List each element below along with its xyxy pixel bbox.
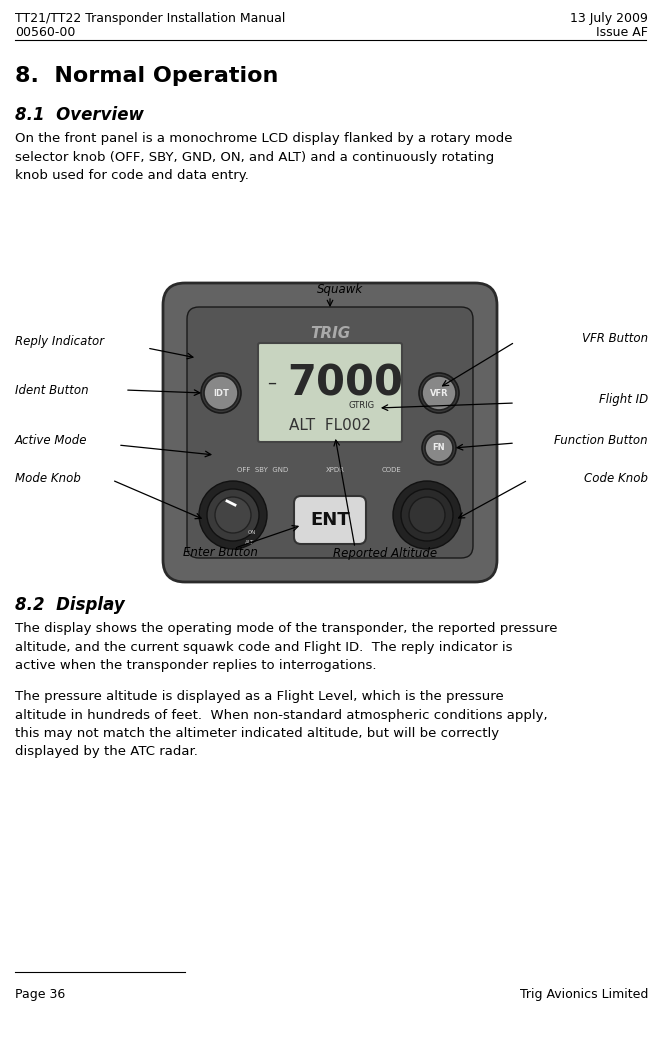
Text: Ident Button: Ident Button [15, 384, 89, 396]
Text: Flight ID: Flight ID [599, 394, 648, 407]
Text: Function Button: Function Button [555, 434, 648, 446]
Circle shape [199, 481, 267, 549]
Text: CODE: CODE [382, 467, 402, 473]
Text: ON: ON [248, 531, 256, 535]
Text: FN: FN [433, 443, 446, 452]
Circle shape [201, 373, 241, 413]
Text: The pressure altitude is displayed as a Flight Level, which is the pressure
alti: The pressure altitude is displayed as a … [15, 690, 547, 759]
Circle shape [204, 376, 238, 410]
FancyBboxPatch shape [187, 307, 473, 558]
Circle shape [422, 431, 456, 465]
Text: Trig Avionics Limited: Trig Avionics Limited [520, 988, 648, 1001]
Text: GTRIG: GTRIG [349, 400, 375, 410]
Text: XPDR: XPDR [326, 467, 344, 473]
Text: TRIG: TRIG [310, 325, 350, 341]
Text: 8.2  Display: 8.2 Display [15, 596, 125, 614]
Text: Mode Knob: Mode Knob [15, 471, 81, 485]
Circle shape [401, 489, 453, 541]
Text: ALT  FL002: ALT FL002 [289, 418, 371, 433]
Text: TT21/TT22 Transponder Installation Manual: TT21/TT22 Transponder Installation Manua… [15, 11, 286, 25]
Text: VFR Button: VFR Button [582, 331, 648, 345]
Text: Enter Button: Enter Button [182, 547, 257, 559]
Text: 13 July 2009: 13 July 2009 [570, 11, 648, 25]
Circle shape [393, 481, 461, 549]
Text: On the front panel is a monochrome LCD display flanked by a rotary mode
selector: On the front panel is a monochrome LCD d… [15, 132, 512, 182]
Text: Page 36: Page 36 [15, 988, 65, 1001]
Text: Reported Altitude: Reported Altitude [333, 547, 437, 559]
Text: Squawk: Squawk [317, 283, 363, 297]
FancyBboxPatch shape [258, 343, 402, 442]
Text: –: – [268, 374, 276, 392]
Text: 7000: 7000 [287, 362, 403, 404]
Circle shape [419, 373, 459, 413]
Text: Reply Indicator: Reply Indicator [15, 335, 104, 348]
Circle shape [409, 497, 445, 533]
Text: ALT: ALT [245, 539, 254, 544]
Circle shape [207, 489, 259, 541]
Text: Code Knob: Code Knob [584, 471, 648, 485]
Text: Issue AF: Issue AF [596, 26, 648, 39]
Text: The display shows the operating mode of the transponder, the reported pressure
a: The display shows the operating mode of … [15, 622, 557, 672]
Circle shape [425, 434, 453, 462]
Text: OFF  SBY  GND: OFF SBY GND [237, 467, 288, 473]
Circle shape [215, 497, 251, 533]
Text: 8.  Normal Operation: 8. Normal Operation [15, 66, 278, 86]
Text: 8.1  Overview: 8.1 Overview [15, 106, 144, 124]
Text: ENT: ENT [310, 511, 350, 529]
Text: 00560-00: 00560-00 [15, 26, 75, 39]
FancyBboxPatch shape [294, 496, 366, 544]
FancyBboxPatch shape [163, 283, 497, 582]
Text: VFR: VFR [430, 389, 448, 397]
Text: Active Mode: Active Mode [15, 434, 87, 446]
Circle shape [422, 376, 456, 410]
Text: IDT: IDT [213, 389, 229, 397]
